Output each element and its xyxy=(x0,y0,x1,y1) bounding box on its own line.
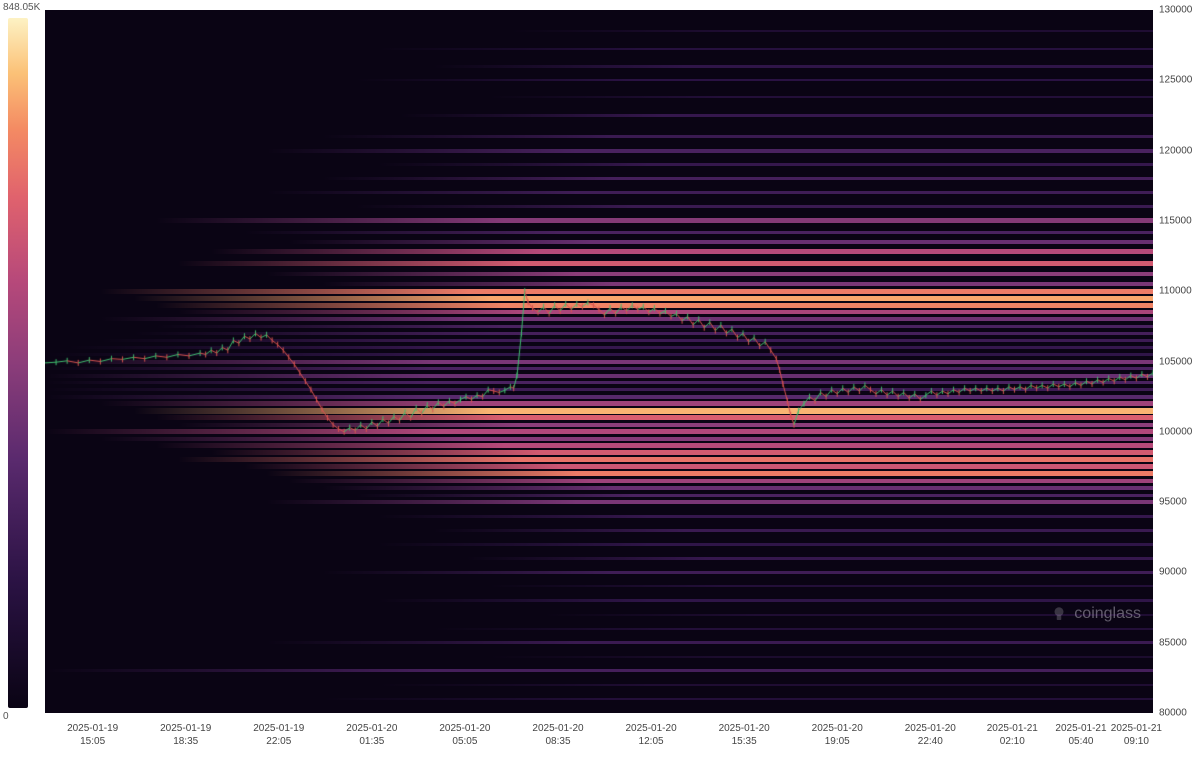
watermark-logo-icon xyxy=(1050,605,1068,623)
watermark: coinglass xyxy=(1050,605,1141,623)
y-tick-label: 125000 xyxy=(1159,75,1192,86)
x-tick-label: 2025-01-2001:35 xyxy=(346,722,397,748)
y-tick-label: 120000 xyxy=(1159,145,1192,156)
x-tick-label: 2025-01-1918:35 xyxy=(160,722,211,748)
y-axis: 8000085000900009500010000010500011000011… xyxy=(1153,10,1203,713)
x-tick-label: 2025-01-2102:10 xyxy=(987,722,1038,748)
y-tick-label: 110000 xyxy=(1159,286,1192,297)
x-tick-label: 2025-01-2022:40 xyxy=(905,722,956,748)
x-tick-label: 2025-01-2012:05 xyxy=(625,722,676,748)
x-tick-label: 2025-01-2005:05 xyxy=(439,722,490,748)
y-tick-label: 115000 xyxy=(1159,215,1192,226)
x-axis: 2025-01-1915:05 2025-01-1918:35 2025-01-19… xyxy=(45,718,1153,762)
y-tick-label: 95000 xyxy=(1159,497,1187,508)
x-tick-label: 2025-01-2019:05 xyxy=(812,722,863,748)
x-tick-label: 2025-01-2105:40 xyxy=(1055,722,1106,748)
y-tick-label: 85000 xyxy=(1159,637,1187,648)
y-tick-label: 130000 xyxy=(1159,5,1192,16)
x-tick-label: 2025-01-1922:05 xyxy=(253,722,304,748)
heatmap-plot[interactable]: coinglass xyxy=(45,10,1153,713)
chart-frame: 848.05K 0 coinglass 80000 85000 90000 95000… xyxy=(0,0,1203,767)
y-tick-label: 100000 xyxy=(1159,426,1192,437)
x-tick-label: 2025-01-2015:35 xyxy=(719,722,770,748)
x-tick-label: 2025-01-1915:05 xyxy=(67,722,118,748)
x-tick-label: 2025-01-2008:35 xyxy=(532,722,583,748)
y-tick-label: 80000 xyxy=(1159,708,1187,719)
legend-gradient-bar xyxy=(8,18,28,708)
color-legend: 848.05K 0 xyxy=(0,0,45,724)
y-tick-label: 105000 xyxy=(1159,356,1192,367)
legend-max-label: 848.05K xyxy=(3,2,40,13)
y-tick-label: 90000 xyxy=(1159,567,1187,578)
x-tick-label: 2025-01-2109:10 xyxy=(1111,722,1162,748)
price-line-canvas xyxy=(45,10,1153,713)
legend-min-label: 0 xyxy=(3,711,9,722)
watermark-text: coinglass xyxy=(1074,605,1141,623)
